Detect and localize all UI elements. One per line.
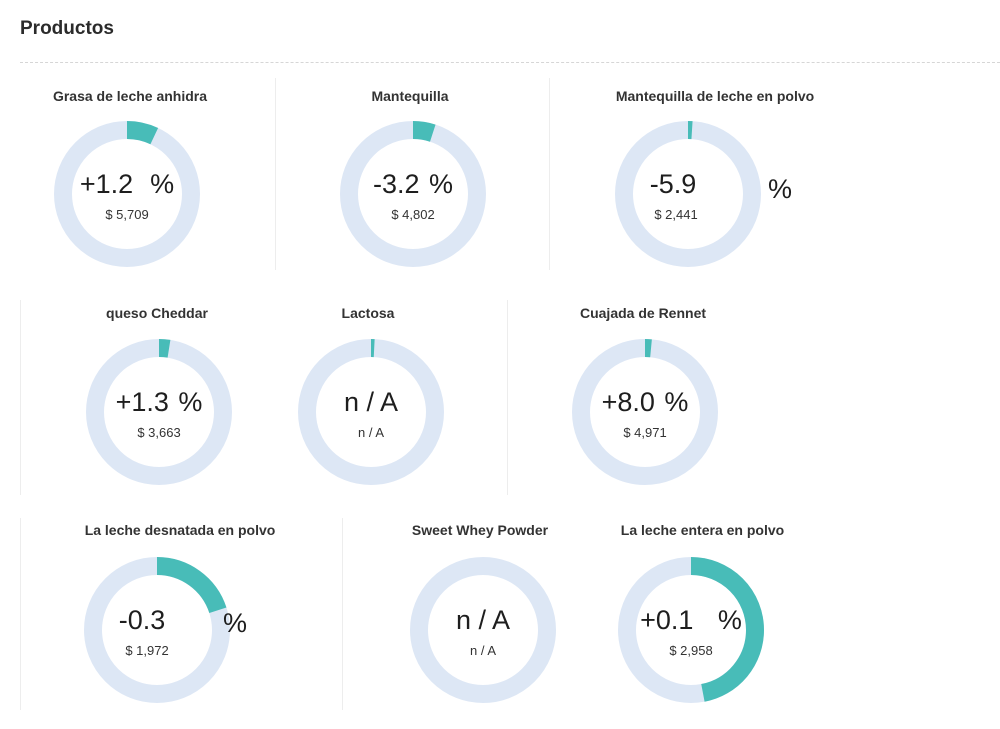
percent-sign: % bbox=[178, 387, 203, 417]
donut-svg bbox=[298, 339, 444, 485]
price-value: n / A bbox=[357, 425, 385, 440]
change-value: -5.9 bbox=[649, 169, 697, 199]
donut-chart: n / A n / A bbox=[296, 337, 446, 487]
percent-sign: % bbox=[717, 605, 742, 635]
change-value: +8.0 bbox=[601, 387, 655, 417]
price-value: $ 2,441 bbox=[654, 207, 698, 222]
product-name: Lactosa bbox=[341, 305, 395, 321]
donut-chart: +1.3 % $ 3,663 bbox=[84, 337, 234, 487]
donut-fill-arc bbox=[572, 339, 718, 485]
donut-svg bbox=[54, 121, 200, 267]
donut-chart: +8.0 % $ 4,971 bbox=[570, 337, 720, 487]
donut-fill-arc bbox=[340, 121, 486, 267]
price-value: $ 4,802 bbox=[391, 207, 435, 222]
column-divider bbox=[20, 300, 21, 495]
change-value: -3.2 bbox=[372, 169, 420, 199]
change-value: -0.3 bbox=[118, 605, 166, 635]
product-card-entera[interactable]: La leche entera en polvo +0.1 % $ 2,958 bbox=[600, 522, 805, 707]
donut-chart: -0.3 $ 1,972 bbox=[82, 555, 232, 705]
column-divider bbox=[275, 78, 276, 270]
product-name: Mantequilla bbox=[371, 88, 449, 104]
donut-track bbox=[410, 557, 556, 703]
product-card-mantequilla[interactable]: Mantequilla -3.2 % $ 4,802 bbox=[310, 88, 510, 273]
product-name: Sweet Whey Powder bbox=[411, 522, 549, 538]
change-percent: +1.2 % bbox=[52, 169, 202, 200]
donut-fill-arc bbox=[615, 121, 761, 267]
donut-svg bbox=[340, 121, 486, 267]
header-divider bbox=[20, 62, 1000, 63]
percent-sign: % bbox=[768, 174, 793, 204]
change-value: n / A bbox=[455, 605, 511, 635]
donut-fill-arc bbox=[618, 557, 764, 703]
product-card-desnatada[interactable]: La leche desnatada en polvo -0.3 $ 1,972… bbox=[70, 522, 290, 707]
percent-sign: % bbox=[150, 169, 175, 199]
price-value: $ 5,709 bbox=[105, 207, 149, 222]
donut-chart: n / A n / A bbox=[408, 555, 558, 705]
change-value: +1.3 bbox=[115, 387, 169, 417]
donut-fill-arc bbox=[84, 557, 230, 703]
column-divider bbox=[549, 78, 550, 270]
change-value: +0.1 bbox=[640, 605, 694, 635]
change-percent: +8.0 % bbox=[570, 387, 720, 418]
donut-fill-arc bbox=[298, 339, 444, 485]
price-value: $ 3,663 bbox=[137, 425, 181, 440]
donut-svg bbox=[84, 557, 230, 703]
product-card-cheddar[interactable]: queso Cheddar +1.3 % $ 3,663 bbox=[57, 305, 257, 490]
donut-svg bbox=[410, 557, 556, 703]
donut-svg bbox=[618, 557, 764, 703]
percent-sign: % bbox=[223, 608, 248, 638]
product-card-mantequilla-polvo[interactable]: Mantequilla de leche en polvo -5.9 $ 2,4… bbox=[600, 88, 830, 273]
donut-svg bbox=[572, 339, 718, 485]
product-name: queso Cheddar bbox=[106, 305, 208, 321]
page-title: Productos bbox=[20, 18, 114, 39]
donut-svg bbox=[86, 339, 232, 485]
product-name: Mantequilla de leche en polvo bbox=[615, 88, 815, 104]
product-name: La leche entera en polvo bbox=[620, 522, 785, 538]
price-value: $ 4,971 bbox=[623, 425, 667, 440]
donut-chart: -5.9 $ 2,441 bbox=[613, 119, 763, 269]
product-name: Grasa de leche anhidra bbox=[52, 88, 208, 104]
donut-svg bbox=[615, 121, 761, 267]
change-percent: +0.1 % bbox=[616, 605, 766, 636]
change-percent: +1.3 % bbox=[84, 387, 234, 418]
column-divider bbox=[20, 518, 21, 710]
product-name: La leche desnatada en polvo bbox=[84, 522, 276, 538]
price-value: n / A bbox=[469, 643, 497, 658]
price-value: $ 1,972 bbox=[125, 643, 169, 658]
donut-chart: +0.1 % $ 2,958 bbox=[616, 555, 766, 705]
donut-fill-arc bbox=[86, 339, 232, 485]
product-name: Cuajada de Rennet bbox=[579, 305, 707, 321]
change-value: n / A bbox=[343, 387, 399, 417]
price-value: $ 2,958 bbox=[669, 643, 713, 658]
donut-chart: -3.2 % $ 4,802 bbox=[338, 119, 488, 269]
donut-chart: +1.2 % $ 5,709 bbox=[52, 119, 202, 269]
column-divider bbox=[507, 300, 508, 495]
product-card-rennet[interactable]: Cuajada de Rennet +8.0 % $ 4,971 bbox=[543, 305, 743, 490]
column-divider bbox=[342, 518, 343, 710]
product-card-lactosa[interactable]: Lactosa n / A n / A bbox=[268, 305, 468, 490]
change-percent: -3.2 % bbox=[338, 169, 488, 200]
percent-sign: % bbox=[664, 387, 689, 417]
product-card-grasa[interactable]: Grasa de leche anhidra +1.2 % $ 5,709 bbox=[30, 88, 230, 273]
product-card-whey[interactable]: Sweet Whey Powder n / A n / A bbox=[380, 522, 580, 707]
percent-sign: % bbox=[429, 169, 454, 199]
change-value: +1.2 bbox=[79, 169, 134, 199]
donut-fill-arc bbox=[54, 121, 200, 267]
